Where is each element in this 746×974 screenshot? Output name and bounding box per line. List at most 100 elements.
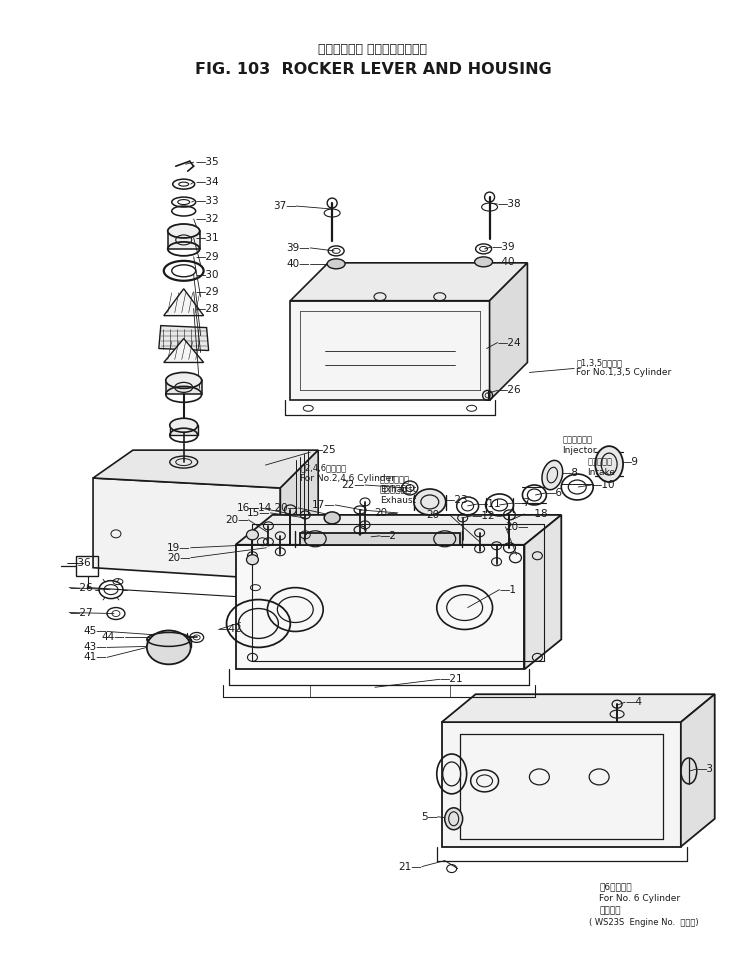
Text: インジェクタ: インジェクタ <box>562 435 592 445</box>
Text: —9: —9 <box>621 457 638 468</box>
Text: 20—: 20— <box>167 552 191 563</box>
Ellipse shape <box>542 461 562 490</box>
Text: 45—: 45— <box>84 626 107 636</box>
Ellipse shape <box>168 224 200 238</box>
Polygon shape <box>290 301 489 400</box>
Bar <box>301 533 460 544</box>
Text: —28: —28 <box>195 304 219 314</box>
Text: —2: —2 <box>380 531 397 541</box>
Text: エキゾースト
Exhaust: エキゾースト Exhaust <box>380 485 416 505</box>
Ellipse shape <box>246 555 258 565</box>
Ellipse shape <box>325 512 340 524</box>
Text: 16—: 16— <box>236 503 260 513</box>
Text: —36: —36 <box>67 558 91 568</box>
Text: —23: —23 <box>445 495 468 505</box>
Text: —8: —8 <box>561 468 578 478</box>
Polygon shape <box>290 263 527 301</box>
Ellipse shape <box>445 807 463 830</box>
Text: —26: —26 <box>69 582 93 592</box>
Text: 20—: 20— <box>225 515 248 525</box>
Text: For No.2,4,6 Cylinder: For No.2,4,6 Cylinder <box>301 473 395 482</box>
Polygon shape <box>159 325 209 351</box>
Text: —30: —30 <box>195 270 219 280</box>
Text: 20—: 20— <box>426 510 450 520</box>
Text: —25: —25 <box>313 445 336 455</box>
Text: 15—: 15— <box>247 507 270 518</box>
Text: 5—: 5— <box>421 811 438 822</box>
Text: —33: —33 <box>195 196 219 206</box>
Polygon shape <box>93 450 319 488</box>
Text: —4: —4 <box>625 697 642 707</box>
Text: 適用番号: 適用番号 <box>599 906 621 915</box>
Text: 14 20—: 14 20— <box>258 503 298 513</box>
Text: —42: —42 <box>219 624 242 634</box>
Text: 43—: 43— <box>84 643 107 653</box>
Ellipse shape <box>595 446 623 482</box>
Text: 20—: 20— <box>506 522 529 532</box>
Text: —12: —12 <box>471 511 495 521</box>
Ellipse shape <box>327 259 345 269</box>
Text: —18: —18 <box>524 508 548 519</box>
Polygon shape <box>236 544 524 669</box>
Polygon shape <box>164 339 204 362</box>
Text: 22—: 22— <box>342 480 365 490</box>
Text: 37—: 37— <box>272 201 296 211</box>
Polygon shape <box>280 450 319 580</box>
Text: —11: —11 <box>477 499 501 509</box>
Text: —24: —24 <box>498 338 521 348</box>
Text: 17—: 17— <box>312 500 335 510</box>
Text: —21: —21 <box>439 674 463 685</box>
Ellipse shape <box>166 372 201 389</box>
Text: ( WS23S  Engine No.  ・・～): ( WS23S Engine No. ・・～) <box>589 918 699 927</box>
Bar <box>166 381 201 394</box>
Text: —29: —29 <box>195 252 219 262</box>
Bar <box>76 556 98 576</box>
Ellipse shape <box>246 530 258 540</box>
Text: エキゾースト: エキゾースト <box>380 475 410 484</box>
Polygon shape <box>681 694 715 846</box>
Text: Exhaust: Exhaust <box>380 485 416 495</box>
Text: —6: —6 <box>545 488 562 498</box>
Text: 20—: 20— <box>374 507 398 518</box>
Text: —7: —7 <box>513 498 530 507</box>
Polygon shape <box>442 694 715 722</box>
Ellipse shape <box>414 489 445 515</box>
Text: 第6シリンダ: 第6シリンダ <box>599 882 632 891</box>
Text: 19—: 19— <box>167 543 191 553</box>
Text: —39: —39 <box>492 242 515 252</box>
Text: 44—: 44— <box>101 632 125 643</box>
Text: ロッカレバー およびハウジング: ロッカレバー およびハウジング <box>319 43 427 56</box>
Polygon shape <box>164 288 204 316</box>
Text: 第1,3,5シリンダ: 第1,3,5シリンダ <box>576 358 622 367</box>
Text: インテーク: インテーク <box>587 458 612 467</box>
Text: —1: —1 <box>500 584 516 594</box>
Text: —35: —35 <box>195 157 219 168</box>
Bar <box>170 426 198 435</box>
Text: —27: —27 <box>69 608 93 618</box>
Text: —26: —26 <box>498 386 521 395</box>
Text: Injector: Injector <box>562 446 597 455</box>
Polygon shape <box>93 478 280 580</box>
Text: 41—: 41— <box>84 653 107 662</box>
Text: 21—: 21— <box>398 862 421 872</box>
Bar <box>147 639 191 648</box>
Text: For No. 6 Cylinder: For No. 6 Cylinder <box>599 894 680 903</box>
Text: 40—: 40— <box>286 259 310 269</box>
Text: —38: —38 <box>498 199 521 209</box>
Text: —10: —10 <box>591 480 615 490</box>
Text: —34: —34 <box>195 177 219 187</box>
Text: —31: —31 <box>195 233 219 243</box>
Bar <box>168 231 200 249</box>
Text: —32: —32 <box>195 214 219 224</box>
Ellipse shape <box>147 630 191 664</box>
Text: FIG. 103  ROCKER LEVER AND HOUSING: FIG. 103 ROCKER LEVER AND HOUSING <box>195 62 551 77</box>
Ellipse shape <box>474 257 492 267</box>
Polygon shape <box>524 515 561 669</box>
Text: 第2,4,6シリンダ: 第2,4,6シリンダ <box>301 464 346 472</box>
Text: —29: —29 <box>195 286 219 297</box>
Polygon shape <box>236 515 561 544</box>
Polygon shape <box>489 263 527 400</box>
Ellipse shape <box>170 418 198 432</box>
Text: Intake: Intake <box>587 468 615 476</box>
Text: —40: —40 <box>492 257 515 267</box>
